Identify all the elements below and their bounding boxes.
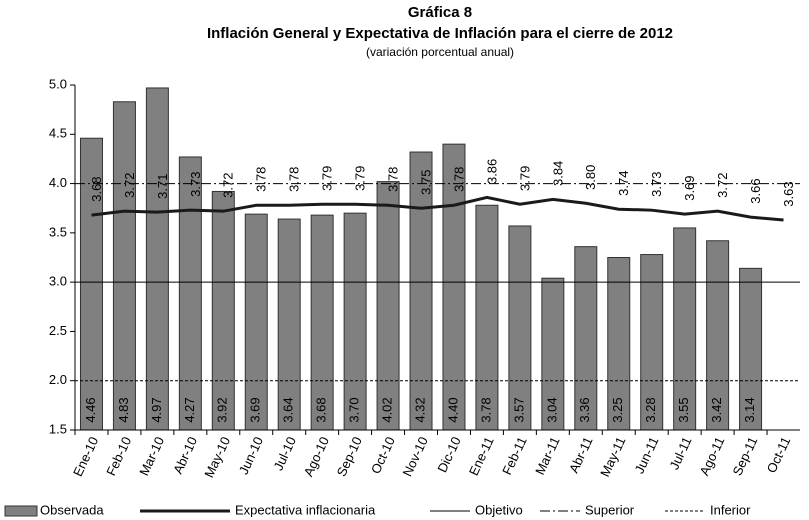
- bar-label: 4.27: [182, 397, 197, 422]
- bar-label: 3.68: [314, 397, 329, 422]
- legend-swatch: [4, 505, 38, 517]
- line-label: 3.78: [254, 167, 269, 192]
- line-label: 3.80: [583, 165, 598, 190]
- line-label: 3.71: [155, 174, 170, 199]
- x-tick-label: Jul-10: [270, 434, 299, 472]
- line-label: 3.69: [682, 175, 697, 200]
- line-label: 3.74: [616, 171, 631, 196]
- y-tick-label: 4.0: [49, 175, 67, 190]
- bar-label: 4.40: [445, 397, 460, 422]
- x-tick-label: Sep-11: [729, 434, 760, 477]
- x-tick-label: Ene-10: [70, 434, 101, 478]
- line-label: 3.84: [550, 161, 565, 186]
- x-tick-label: Nov-10: [400, 434, 431, 478]
- x-tick-label: Ago-11: [697, 434, 728, 477]
- bar-label: 3.55: [676, 397, 691, 422]
- chart-subtitle: Inflación General y Expectativa de Infla…: [207, 25, 673, 42]
- line-label: 3.79: [320, 166, 335, 191]
- bar: [211, 190, 235, 431]
- line-label: 3.78: [451, 167, 466, 192]
- line-label: 3.78: [287, 167, 302, 192]
- bar-label: 4.02: [380, 397, 395, 422]
- x-tick-label: Jul-11: [666, 434, 694, 472]
- legend-label: Expectativa inflacionaria: [235, 502, 376, 517]
- x-tick-label: Mar-11: [532, 434, 563, 477]
- bar-label: 3.92: [215, 397, 230, 422]
- x-tick-label: Mar-10: [136, 434, 167, 478]
- bar-label: 3.28: [643, 397, 658, 422]
- bar: [376, 181, 400, 431]
- line-series: [91, 195, 784, 222]
- y-tick-label: 3.0: [49, 274, 67, 289]
- legend-label: Observada: [40, 502, 104, 517]
- line-label: 3.73: [188, 172, 203, 197]
- bar: [145, 87, 169, 431]
- line-label: 3.79: [353, 166, 368, 191]
- x-tick-label: Abr-10: [170, 434, 200, 476]
- y-tick-label: 4.5: [49, 126, 67, 141]
- bar-label: 4.97: [149, 397, 164, 422]
- bar-label: 3.25: [610, 397, 625, 422]
- x-tick-label: Ene-11: [466, 434, 497, 477]
- x-tick-label: Oct-10: [368, 434, 398, 476]
- x-tick-label: Jun-11: [632, 434, 662, 476]
- bar-label: 3.04: [544, 397, 559, 422]
- line-label: 3.86: [484, 159, 499, 184]
- line-label: 3.72: [221, 173, 236, 198]
- y-tick-label: 2.5: [49, 323, 67, 338]
- x-tick-label: Feb-11: [499, 434, 530, 477]
- line-label: 3.79: [517, 166, 532, 191]
- line-label: 3.78: [386, 167, 401, 192]
- line-label: 3.66: [748, 178, 763, 203]
- x-tick-label: Feb-10: [103, 434, 134, 478]
- bar-label: 3.57: [511, 397, 526, 422]
- x-tick-label: Jun-10: [236, 434, 266, 476]
- x-tick-label: May-11: [597, 434, 629, 479]
- line-label: 3.75: [418, 170, 433, 195]
- bar-label: 4.83: [116, 397, 131, 422]
- legend-label: Objetivo: [475, 502, 523, 517]
- bar-label: 3.14: [742, 397, 757, 422]
- bar-label: 3.36: [577, 397, 592, 422]
- bar-label: 3.78: [478, 397, 493, 422]
- line-label: 3.63: [781, 181, 796, 206]
- bar-label: 4.46: [83, 397, 98, 422]
- line-label: 3.72: [715, 173, 730, 198]
- x-tick-label: May-10: [201, 434, 233, 480]
- y-tick-label: 3.5: [49, 224, 67, 239]
- line-label: 3.72: [122, 173, 137, 198]
- x-tick-label: Oct-11: [764, 434, 794, 475]
- bar: [178, 156, 202, 431]
- bar-label: 3.70: [347, 397, 362, 422]
- bar-label: 3.42: [709, 397, 724, 422]
- y-tick-label: 2.0: [49, 372, 67, 387]
- legend-label: Inferior: [710, 502, 751, 517]
- chart-title: Gráfica 8: [408, 4, 472, 21]
- y-tick-label: 1.5: [49, 421, 67, 436]
- bar-label: 4.32: [412, 397, 427, 422]
- legend-label: Superior: [585, 502, 635, 517]
- bar-label: 3.64: [281, 397, 296, 422]
- chart-note: (variación porcentual anual): [366, 45, 514, 59]
- bar: [475, 204, 499, 431]
- x-tick-label: Ago-10: [301, 434, 332, 478]
- bar-label: 3.69: [248, 397, 263, 422]
- x-tick-label: Dic-10: [434, 434, 463, 474]
- y-tick-label: 5.0: [49, 76, 67, 91]
- x-tick-label: Abr-11: [566, 434, 596, 475]
- line-label: 3.73: [649, 172, 664, 197]
- x-tick-label: Sep-10: [334, 434, 365, 478]
- line-label: 3.68: [89, 176, 104, 201]
